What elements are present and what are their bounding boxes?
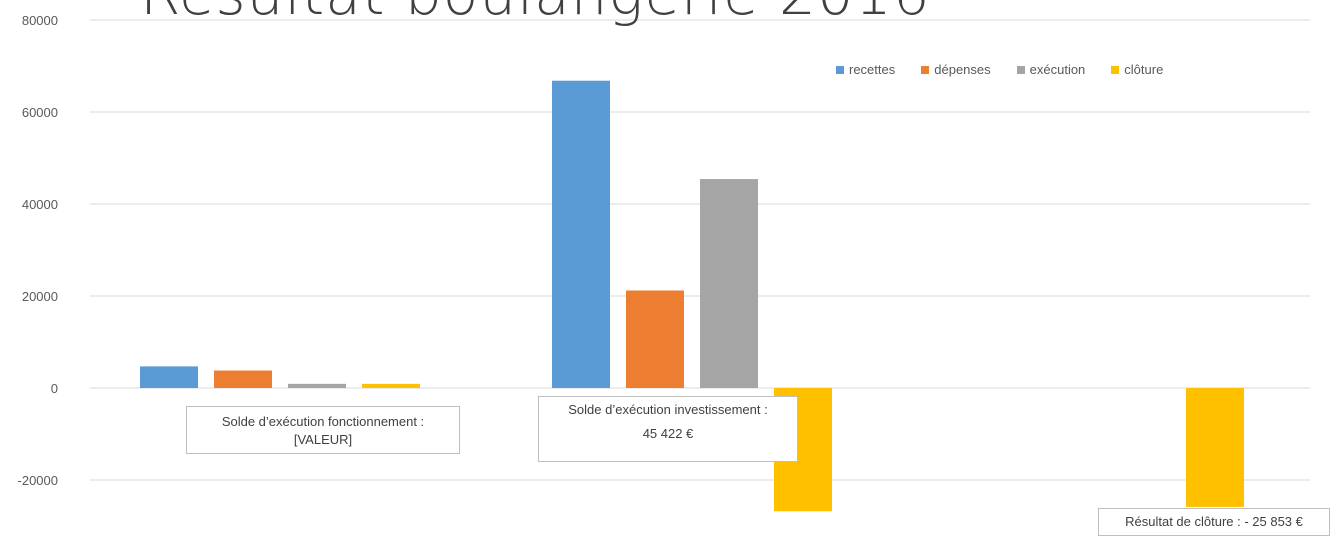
annotation-investissement-line-1: Solde d’exécution investissement : [568, 402, 768, 417]
y-tick-label: 80000 [22, 13, 58, 28]
legend-item-depenses: dépenses [921, 62, 991, 77]
bar-recettes-1 [140, 366, 198, 388]
y-tick-label: 0 [51, 381, 58, 396]
chart-legend: recettes dépenses exécution clôture [836, 62, 1163, 77]
y-tick-label: 40000 [22, 197, 58, 212]
legend-item-execution: exécution [1016, 62, 1086, 77]
legend-swatch-depenses [921, 65, 930, 74]
legend-swatch-recettes [836, 65, 844, 74]
y-tick-label: -20000 [18, 473, 58, 488]
legend-swatch-execution [1016, 65, 1025, 74]
annotation-fonctionnement: Solde d’exécution fonctionnement : [VALE… [186, 406, 460, 454]
legend-item-recettes: recettes [836, 62, 895, 77]
annotation-cloture-line-1: Résultat de clôture : - 25 853 € [1125, 514, 1303, 529]
bar-cloture-1 [362, 383, 420, 388]
y-tick-label: 60000 [22, 105, 58, 120]
annotation-fonctionnement-line-1: Solde d’exécution fonctionnement : [221, 414, 425, 429]
legend-label-depenses: dépenses [934, 62, 991, 77]
bar-recettes-2 [552, 80, 610, 388]
legend-swatch-cloture [1111, 65, 1120, 74]
annotation-cloture: Résultat de clôture : - 25 853 € [1098, 508, 1330, 536]
bar-execution-1 [288, 383, 346, 388]
annotation-investissement-line-2: 45 422 € [642, 426, 694, 441]
bar-depenses-2 [626, 290, 684, 388]
y-tick-label: 20000 [22, 289, 58, 304]
legend-label-execution: exécution [1029, 62, 1086, 77]
chart-title: Résultat boulangerie 2016 [140, 0, 931, 28]
bar-execution-2 [700, 179, 758, 388]
annotation-investissement: Solde d’exécution investissement : 45 42… [538, 396, 798, 462]
bar-cloture-3 [1186, 388, 1244, 507]
legend-label-recettes: recettes [849, 62, 896, 77]
bar-depenses-1 [214, 370, 272, 388]
legend-item-cloture: clôture [1111, 62, 1163, 77]
annotation-fonctionnement-line-2: [VALEUR] [293, 432, 353, 447]
legend-label-cloture: clôture [1124, 62, 1164, 77]
